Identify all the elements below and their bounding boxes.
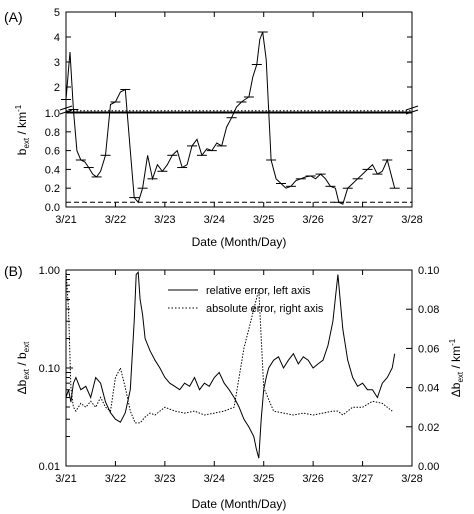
b-xtick-label: 3/24 <box>204 473 225 485</box>
legend-label-relative: relative error, left axis <box>206 285 311 297</box>
b-left-ytick-label: 0.10 <box>39 363 60 375</box>
b-right-ytick-label: 0.00 <box>418 461 439 473</box>
a-xtick-label: 3/26 <box>302 214 323 226</box>
a-xtick-label: 3/21 <box>55 214 76 226</box>
axis-break-left-2 <box>59 109 73 115</box>
panel-a-lower-yticks: 1.0 0.8 0.6 0.4 0.2 0.0 <box>45 108 412 214</box>
panel-b-right-ylabel: Δbext / km-1 <box>448 338 465 397</box>
panel-a-upper-yticks: 5 4 3 2 <box>54 7 412 113</box>
panel-a-reference-lines <box>66 110 412 203</box>
panel-b-right-yticks: 0.10 0.08 0.06 0.04 0.02 0.00 <box>406 265 439 473</box>
a-xtick-label: 3/23 <box>154 214 175 226</box>
b-xtick-label: 3/22 <box>105 473 126 485</box>
b-xtick-label: 3/28 <box>401 473 422 485</box>
a-lower-ytick-label: 0.4 <box>45 164 60 176</box>
b-left-ytick-label: 0.01 <box>39 461 60 473</box>
a-upper-ytick-label: 3 <box>54 57 60 69</box>
a-lower-ytick-label: 0.0 <box>45 202 60 214</box>
a-xtick-label: 3/24 <box>204 214 225 226</box>
b-xtick-label: 3/23 <box>154 473 175 485</box>
panel-b-series <box>65 269 396 459</box>
panel-b-frame <box>65 269 413 467</box>
b-right-ytick-label: 0.04 <box>418 383 439 395</box>
b-xtick-label: 3/26 <box>302 473 323 485</box>
a-xtick-label: 3/28 <box>401 214 422 226</box>
panel-a-label: (A) <box>4 9 23 25</box>
b-right-ytick-label: 0.08 <box>418 304 439 316</box>
panel-b-xlabel: Date (Month/Day) <box>192 497 287 511</box>
panel-b: (B) 1.00 0.10 0.01 0.10 0.08 0.06 0.04 0.02 0.0… <box>4 263 465 511</box>
panel-b-left-yticks: 1.00 0.10 0.01 <box>39 265 73 473</box>
b-right-ytick-label: 0.02 <box>418 422 439 434</box>
panel-b-label: (B) <box>4 263 23 279</box>
a-upper-ytick-label: 5 <box>54 7 60 19</box>
b-right-ytick-label: 0.10 <box>418 265 439 277</box>
panel-a-xticks: 3/21 3/22 3/23 3/24 3/25 3/26 3/27 3/28 <box>55 12 423 226</box>
panel-a-lower-frame <box>65 112 413 208</box>
axis-break-left-1 <box>59 105 73 111</box>
b-right-ytick-label: 0.06 <box>418 343 439 355</box>
legend-label-absolute: absolute error, right axis <box>206 303 324 315</box>
a-xtick-label: 3/25 <box>253 214 274 226</box>
b-xtick-label: 3/27 <box>352 473 373 485</box>
a-lower-ytick-label: 0.2 <box>45 183 60 195</box>
b-left-ytick-label: 1.00 <box>39 265 60 277</box>
panel-a: (A) 5 4 3 2 1.0 0.8 0.6 0.4 0.2 0.0 3/21 3/22 3/23… <box>4 7 423 249</box>
a-lower-ytick-label: 0.8 <box>45 127 60 139</box>
panel-a-xlabel: Date (Month/Day) <box>192 235 287 249</box>
b-xtick-label: 3/25 <box>253 473 274 485</box>
axis-break-right-1 <box>405 105 419 111</box>
axis-break-right-2 <box>405 109 419 115</box>
axis-break-marks <box>59 105 419 115</box>
a-upper-ytick-label: 2 <box>54 82 60 94</box>
panel-a-ylabel: bext / km-1 <box>14 104 31 155</box>
a-upper-ytick-label: 4 <box>54 32 60 44</box>
a-lower-ytick-label: 0.6 <box>45 146 60 158</box>
b-series-absolute-error <box>65 269 393 424</box>
legend: relative error, left axis absolute error… <box>168 285 324 315</box>
a-xtick-label: 3/27 <box>352 214 373 226</box>
a-lower-ytick-label: 1.0 <box>45 108 60 120</box>
a-xtick-label: 3/22 <box>105 214 126 226</box>
b-xtick-label: 3/21 <box>55 473 76 485</box>
b-series-relative-error <box>65 270 396 459</box>
panel-a-series <box>61 31 400 205</box>
panel-b-left-ylabel: Δbext / bext <box>15 341 31 395</box>
